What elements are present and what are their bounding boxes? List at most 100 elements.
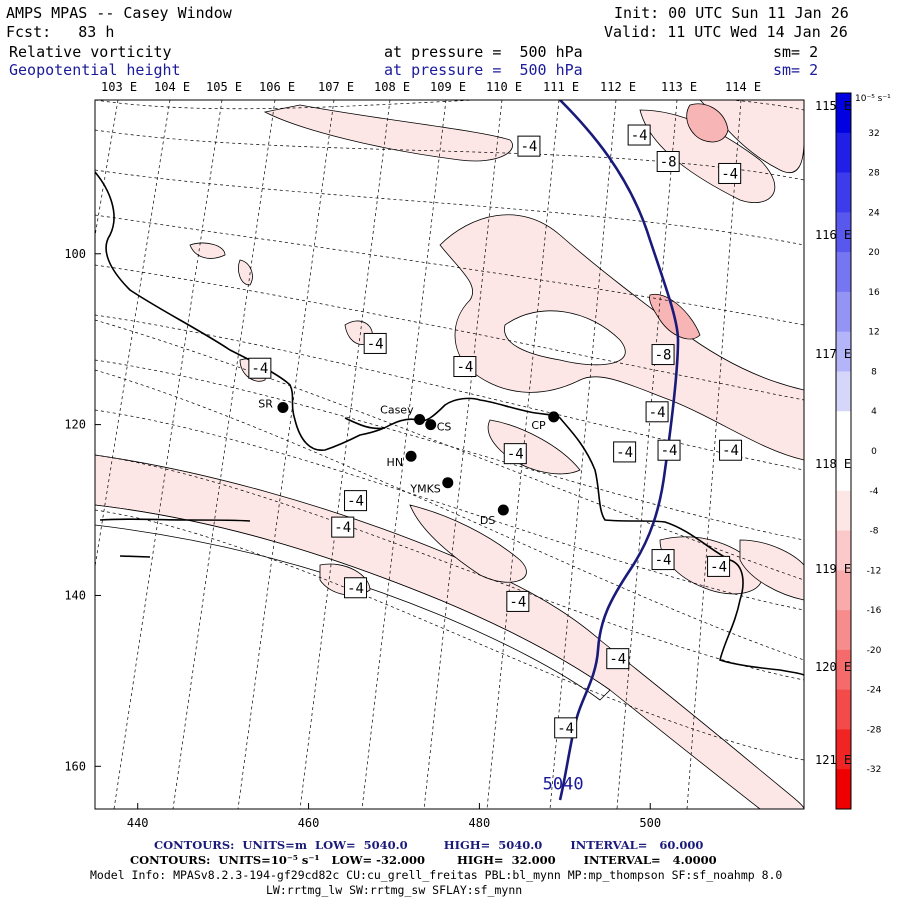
field1-pressure: at pressure = 500 hPa [384, 43, 583, 61]
contour-label: -8 [651, 344, 675, 366]
meridian-line [686, 100, 742, 809]
contour-label: -4 [331, 516, 355, 538]
station-ymks: YMKS [409, 477, 454, 496]
svg-text:-4: -4 [649, 405, 666, 421]
svg-text:-4: -4 [722, 443, 739, 459]
parallel-line [95, 319, 804, 581]
meridian-line [237, 100, 335, 809]
colorbar-label: 32 [868, 129, 879, 139]
geopotential-5040-contour [558, 100, 680, 801]
colorbar-swatch [836, 570, 851, 611]
meridian-line [616, 100, 678, 809]
parallel-line [95, 454, 804, 681]
field2-name: Geopotential height [9, 61, 181, 79]
station-cs: CS [425, 419, 451, 434]
colorbar-swatch [836, 172, 851, 213]
lon-label: 106 E [259, 80, 296, 94]
contour-label: -4 [453, 356, 477, 378]
y-tick-label: 160 [64, 759, 86, 773]
lon-label: 117 E [815, 347, 852, 361]
graticule [95, 100, 804, 809]
station-sr: SR [258, 398, 289, 414]
lon-label: 104 E [154, 80, 191, 94]
colorbar-label: 24 [868, 208, 880, 218]
colorbar-label: -32 [867, 765, 882, 775]
colorbar: 32 28 24 20 16 12 8 4 0 -4 -8 -12 -16 -20 -24 -28 -32 10⁻… [835, 92, 891, 810]
colorbar-label: 4 [871, 407, 877, 417]
colorbar-label: -28 [867, 725, 882, 735]
contour-label: -4 [613, 441, 637, 463]
x-tick-label: 500 [639, 816, 661, 830]
contour-label: -4 [707, 555, 731, 577]
lon-label: 118 E [815, 457, 852, 471]
lon-label: 113 E [661, 80, 698, 94]
station-marker [414, 413, 426, 425]
forecast-hour: Fcst: 83 h [6, 23, 115, 41]
y-tick-label: 120 [64, 418, 86, 432]
contour-label: -4 [517, 135, 541, 157]
colorbar-swatch [836, 490, 851, 532]
parallel-line [95, 314, 804, 471]
vorticity-shading [95, 100, 804, 809]
lon-label: 103 E [101, 80, 138, 94]
contour-label: -4 [503, 443, 527, 465]
colorbar-swatch [836, 769, 851, 810]
svg-text:-8: -8 [660, 155, 677, 171]
svg-text:-4: -4 [631, 128, 648, 144]
contour-label: -4 [645, 401, 669, 423]
meridian-line [95, 100, 119, 238]
svg-text:-4: -4 [509, 594, 526, 610]
colorbar-label: -4 [870, 487, 879, 497]
station-ds: DS [480, 504, 509, 527]
colorbar-swatch [836, 610, 851, 651]
lon-label: 114 E [725, 80, 762, 94]
colorbar-swatch [836, 649, 851, 691]
contour-label: -4 [363, 332, 387, 354]
parallel-line [95, 100, 804, 111]
lon-label: 115 E [815, 99, 852, 113]
meridian-line [172, 100, 276, 809]
x-tick-label: 460 [298, 816, 320, 830]
lon-label: 111 E [543, 80, 580, 94]
svg-text:-4: -4 [334, 520, 351, 536]
meridian-line [113, 100, 223, 809]
coastline [95, 171, 804, 676]
colorbar-swatch [836, 689, 851, 730]
station-marker [497, 504, 509, 516]
colorbar-label: -8 [870, 527, 879, 537]
colorbar-label: -24 [867, 686, 882, 696]
init-time: Init: 00 UTC Sun 11 Jan 26 [614, 4, 849, 22]
lon-label: 105 E [206, 80, 243, 94]
parallel-line [95, 409, 804, 611]
station-marker [442, 477, 454, 489]
svg-text:-4: -4 [661, 443, 678, 459]
svg-text:-4: -4 [507, 447, 524, 463]
station-label: Casey [380, 403, 414, 416]
station-label: SR [258, 398, 273, 411]
colorbar-label: 0 [871, 447, 877, 457]
svg-text:-4: -4 [347, 494, 364, 510]
station-casey: Casey [380, 403, 426, 425]
svg-text:-4: -4 [367, 336, 384, 352]
lon-label: 120 E [815, 660, 852, 674]
field1-name: Relative vorticity [9, 43, 172, 61]
colorbar-swatch [836, 331, 851, 372]
svg-text:-4: -4 [710, 559, 727, 575]
station-label: CS [437, 421, 452, 434]
contour-label: -4 [344, 577, 368, 599]
y-tick-label: 100 [64, 247, 86, 261]
parallel-line [95, 369, 804, 661]
station-marker [277, 402, 289, 414]
svg-text:-4: -4 [456, 360, 473, 376]
contours-vorticity-info: CONTOURS: UNITS=10⁻⁵ s⁻¹ LOW= -32.000 HI… [130, 853, 717, 867]
station-cp: CP [531, 411, 560, 432]
contour-label: -4 [718, 162, 742, 184]
contour-label: -4 [657, 439, 681, 461]
meridian-line [423, 100, 503, 809]
contour-label: -4 [606, 648, 630, 670]
svg-text:-4: -4 [655, 553, 672, 569]
colorbar-swatch [836, 729, 851, 770]
colorbar-label: 8 [871, 367, 877, 377]
field2-pressure: at pressure = 500 hPa [384, 61, 583, 79]
meridian-line [549, 100, 617, 809]
